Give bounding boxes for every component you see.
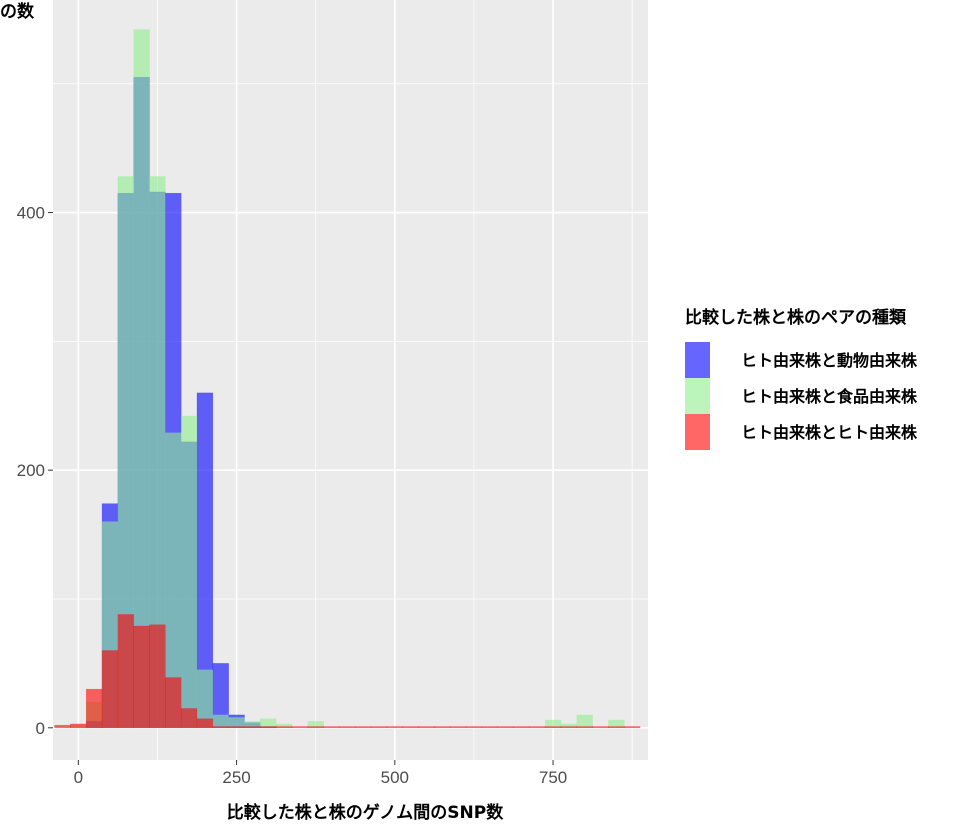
bar-series-3 bbox=[291, 726, 309, 729]
bar-series-2 bbox=[180, 415, 198, 729]
x-tick-label: 500 bbox=[381, 768, 409, 787]
legend-swatch bbox=[685, 378, 710, 414]
bar-series-3 bbox=[434, 726, 451, 729]
bar-series-3 bbox=[497, 726, 514, 729]
x-axis-title: 比較した株と株のゲノム間のSNP数 bbox=[227, 802, 504, 823]
bar-series-3 bbox=[513, 726, 530, 729]
y-tick-label: 200 bbox=[17, 461, 45, 480]
x-tick-label: 0 bbox=[74, 768, 83, 787]
bar-series-2 bbox=[133, 29, 150, 729]
bar-series-3 bbox=[402, 726, 419, 729]
bar-series-3 bbox=[370, 726, 388, 729]
bar-series-2 bbox=[212, 714, 229, 729]
x-tick-label: 250 bbox=[222, 768, 250, 787]
bar-series-2 bbox=[576, 714, 593, 729]
bar-series-3 bbox=[117, 614, 134, 729]
minor-gridlines bbox=[53, 0, 648, 760]
legend-swatch bbox=[685, 414, 710, 450]
bar-series-3 bbox=[85, 688, 103, 729]
legend-label: ヒト由来株と動物由来株 bbox=[741, 351, 918, 370]
bar-series-3 bbox=[323, 726, 340, 729]
bar-series-3 bbox=[101, 650, 119, 729]
bar-series-3 bbox=[560, 726, 578, 729]
bar-series-3 bbox=[624, 726, 641, 729]
bar-series-3 bbox=[70, 723, 87, 729]
bar-series-3 bbox=[608, 726, 625, 729]
legend-title: 比較した株と株のペアの種類 bbox=[685, 307, 907, 328]
bar-series-3 bbox=[529, 726, 546, 729]
bar-series-3 bbox=[196, 718, 214, 729]
bar-series-3 bbox=[386, 726, 403, 729]
bar-series-3 bbox=[576, 726, 593, 729]
bar-series-3 bbox=[260, 726, 277, 729]
y-axis-title: の数 bbox=[0, 1, 35, 22]
bar-series-3 bbox=[275, 726, 293, 729]
bar-series-3 bbox=[212, 726, 229, 729]
bar-series-3 bbox=[307, 726, 324, 729]
legend-swatch bbox=[685, 342, 710, 378]
x-axis-ticks: 0 250 500 750 bbox=[74, 760, 567, 787]
legend: 比較した株と株のペアの種類 ヒト由来株と動物由来株ヒト由来株と食品由来株ヒト由来… bbox=[685, 307, 918, 450]
x-tick-label: 750 bbox=[539, 768, 567, 787]
bar-series-3 bbox=[592, 726, 609, 729]
legend-label: ヒト由来株とヒト由来株 bbox=[741, 423, 918, 442]
bar-series-3 bbox=[244, 726, 261, 729]
y-tick-label: 0 bbox=[36, 719, 45, 738]
y-tick-label: 400 bbox=[17, 204, 45, 223]
bar-series-3 bbox=[449, 726, 467, 729]
histogram-bars bbox=[54, 29, 641, 729]
bar-series-3 bbox=[180, 708, 198, 729]
bar-series-3 bbox=[133, 625, 150, 729]
bar-series-3 bbox=[54, 724, 71, 729]
bar-series-3 bbox=[544, 726, 562, 729]
bar-series-2 bbox=[228, 717, 245, 729]
bar-series-3 bbox=[165, 677, 182, 729]
bar-series-3 bbox=[418, 726, 435, 729]
bar-series-3 bbox=[339, 726, 356, 729]
y-axis-ticks: 0 200 400 bbox=[17, 204, 53, 738]
bar-series-3 bbox=[149, 624, 166, 729]
bar-series-3 bbox=[354, 726, 372, 729]
bar-series-3 bbox=[228, 726, 245, 729]
legend-label: ヒト由来株と食品由来株 bbox=[741, 387, 918, 406]
bar-series-3 bbox=[465, 726, 483, 729]
bar-series-3 bbox=[481, 726, 498, 729]
